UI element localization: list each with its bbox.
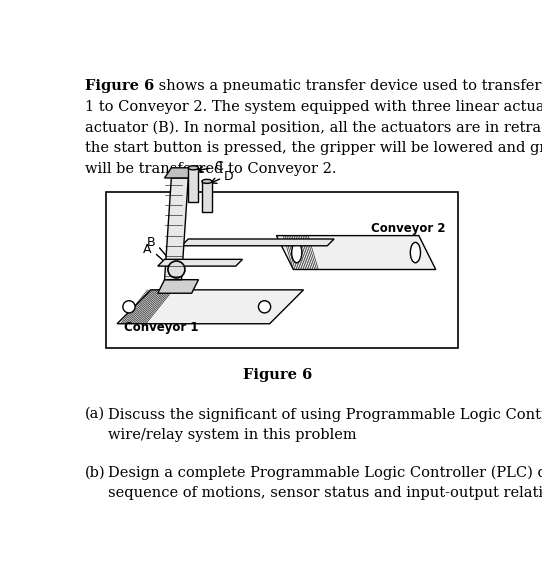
Ellipse shape: [292, 242, 302, 263]
Text: 1 to Conveyor 2. The system equipped with three linear actuators (A, C and D) an: 1 to Conveyor 2. The system equipped wit…: [85, 99, 542, 114]
Text: the start button is pressed, the gripper will be lowered and grip the part. Afte: the start button is pressed, the gripper…: [85, 141, 542, 155]
Circle shape: [168, 261, 185, 278]
Text: will be transferred to Conveyor 2.: will be transferred to Conveyor 2.: [85, 162, 336, 176]
Circle shape: [123, 301, 135, 313]
Text: (b): (b): [85, 466, 105, 480]
Ellipse shape: [202, 179, 212, 184]
Text: Figure 6: Figure 6: [243, 368, 312, 382]
Bar: [106, 192, 459, 349]
Polygon shape: [158, 280, 198, 293]
Text: Discuss the significant of using Programmable Logic Controller (PLC) instead of : Discuss the significant of using Program…: [108, 407, 542, 421]
Polygon shape: [117, 290, 304, 324]
Polygon shape: [165, 178, 188, 280]
Text: C: C: [215, 159, 223, 173]
Bar: [202, 181, 212, 212]
Polygon shape: [182, 239, 334, 246]
Text: actuator (B). In normal position, all the actuators are in retract position as s: actuator (B). In normal position, all th…: [85, 120, 542, 135]
Ellipse shape: [410, 242, 421, 263]
Polygon shape: [276, 236, 436, 270]
Text: sequence of motions, sensor status and input-output relations.: sequence of motions, sensor status and i…: [108, 486, 542, 501]
Text: Design a complete Programmable Logic Controller (PLC) diagram for this system. S: Design a complete Programmable Logic Con…: [108, 466, 542, 480]
Polygon shape: [158, 259, 242, 266]
Polygon shape: [165, 168, 195, 178]
Text: A: A: [143, 242, 152, 256]
Text: Figure 6: Figure 6: [85, 79, 154, 93]
Text: B: B: [147, 236, 156, 249]
Text: wire/relay system in this problem: wire/relay system in this problem: [108, 428, 356, 442]
Text: (a): (a): [85, 407, 105, 421]
Text: D: D: [224, 170, 234, 183]
Ellipse shape: [188, 166, 198, 170]
Circle shape: [259, 301, 270, 313]
Text: Conveyor 1: Conveyor 1: [124, 320, 198, 334]
Text: shows a pneumatic transfer device used to transfer workpiece from position of Co: shows a pneumatic transfer device used t…: [154, 79, 542, 93]
Text: Conveyor 2: Conveyor 2: [371, 222, 446, 236]
Bar: [188, 168, 198, 202]
